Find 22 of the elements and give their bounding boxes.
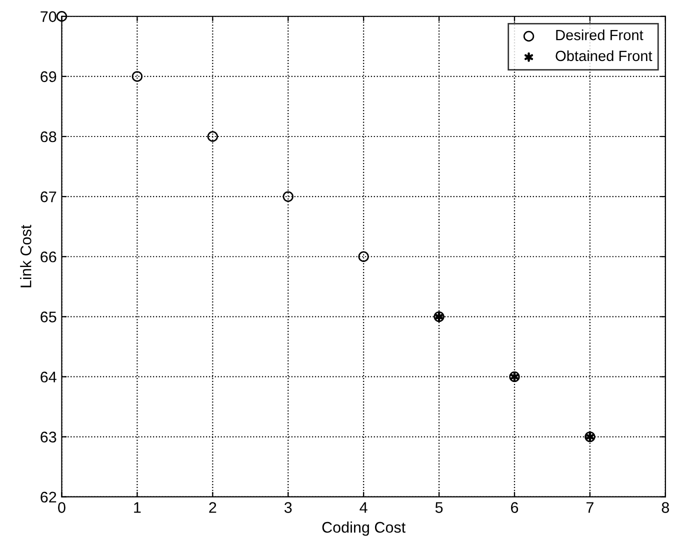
y-tick-label: 70 [40, 11, 56, 22]
y-tick-label: 64 [40, 372, 56, 382]
x-tick-label: 5 [435, 502, 443, 513]
legend-label: Desired Front [556, 30, 644, 40]
y-tick-label: 62 [40, 492, 56, 503]
x-tick-label: 8 [662, 502, 670, 513]
x-tick-label: 4 [360, 502, 368, 513]
y-tick-label: 67 [40, 191, 56, 202]
y-tick-label: 63 [40, 432, 56, 442]
y-tick-label: 68 [40, 131, 56, 142]
x-tick-label: 0 [58, 502, 66, 513]
y-axis-title: Link Cost [20, 224, 32, 288]
x-tick-label: 7 [586, 502, 594, 513]
legend-label: Obtained Front [556, 50, 652, 62]
x-tick-label: 1 [134, 502, 141, 513]
x-tick-label: 3 [284, 502, 292, 513]
y-tick-label: 66 [40, 251, 56, 262]
y-tick-label: 69 [40, 71, 56, 82]
x-axis-title: Coding Cost [322, 522, 406, 536]
y-tick-label: 65 [40, 312, 56, 322]
x-tick-label: 2 [209, 502, 216, 513]
x-tick-label: 6 [511, 502, 518, 513]
